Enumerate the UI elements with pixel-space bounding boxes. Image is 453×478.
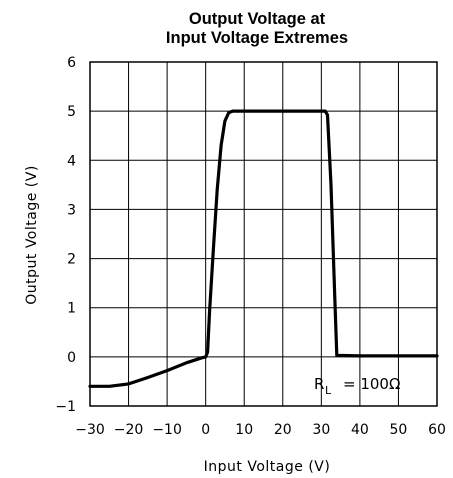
load-annotation: R L = 100Ω [314,375,400,397]
y-axis-label: Output Voltage (V) [24,165,40,305]
chart-title-line-2: Input Voltage Extremes [166,29,348,47]
series-line-0 [88,109,439,388]
x-tick-label-8: 50 [390,422,408,438]
x-tick-label-7: 40 [351,422,369,438]
y-tick-label-1: 0 [67,350,76,366]
x-tick-label-9: 60 [428,422,446,438]
x-axis-label: Input Voltage (V) [204,459,331,475]
series-layer [88,109,439,388]
annotation-subscript: L [325,384,332,397]
y-tick-label-0: −1 [55,399,76,415]
y-tick-label-5: 4 [67,153,76,169]
y-tick-label-3: 2 [67,252,76,268]
x-tick-label-4: 10 [235,422,253,438]
y-tick-label-2: 1 [67,301,76,317]
x-tick-label-3: 0 [201,422,210,438]
plot-frame [89,61,438,407]
y-tick-label-7: 6 [67,55,76,71]
x-tick-label-5: 20 [274,422,292,438]
chart-title-line-1: Output Voltage at [189,10,326,28]
x-tick-label-6: 30 [312,422,330,438]
y-tick-label-4: 3 [67,202,76,218]
x-tick-label-1: −20 [114,422,144,438]
annotation-symbol: R [314,375,324,393]
grid [89,61,438,407]
x-tick-label-2: −10 [152,422,182,438]
x-tick-label-0: −30 [75,422,105,438]
y-tick-label-6: 5 [67,104,76,120]
annotation-value: = 100Ω [343,375,400,393]
